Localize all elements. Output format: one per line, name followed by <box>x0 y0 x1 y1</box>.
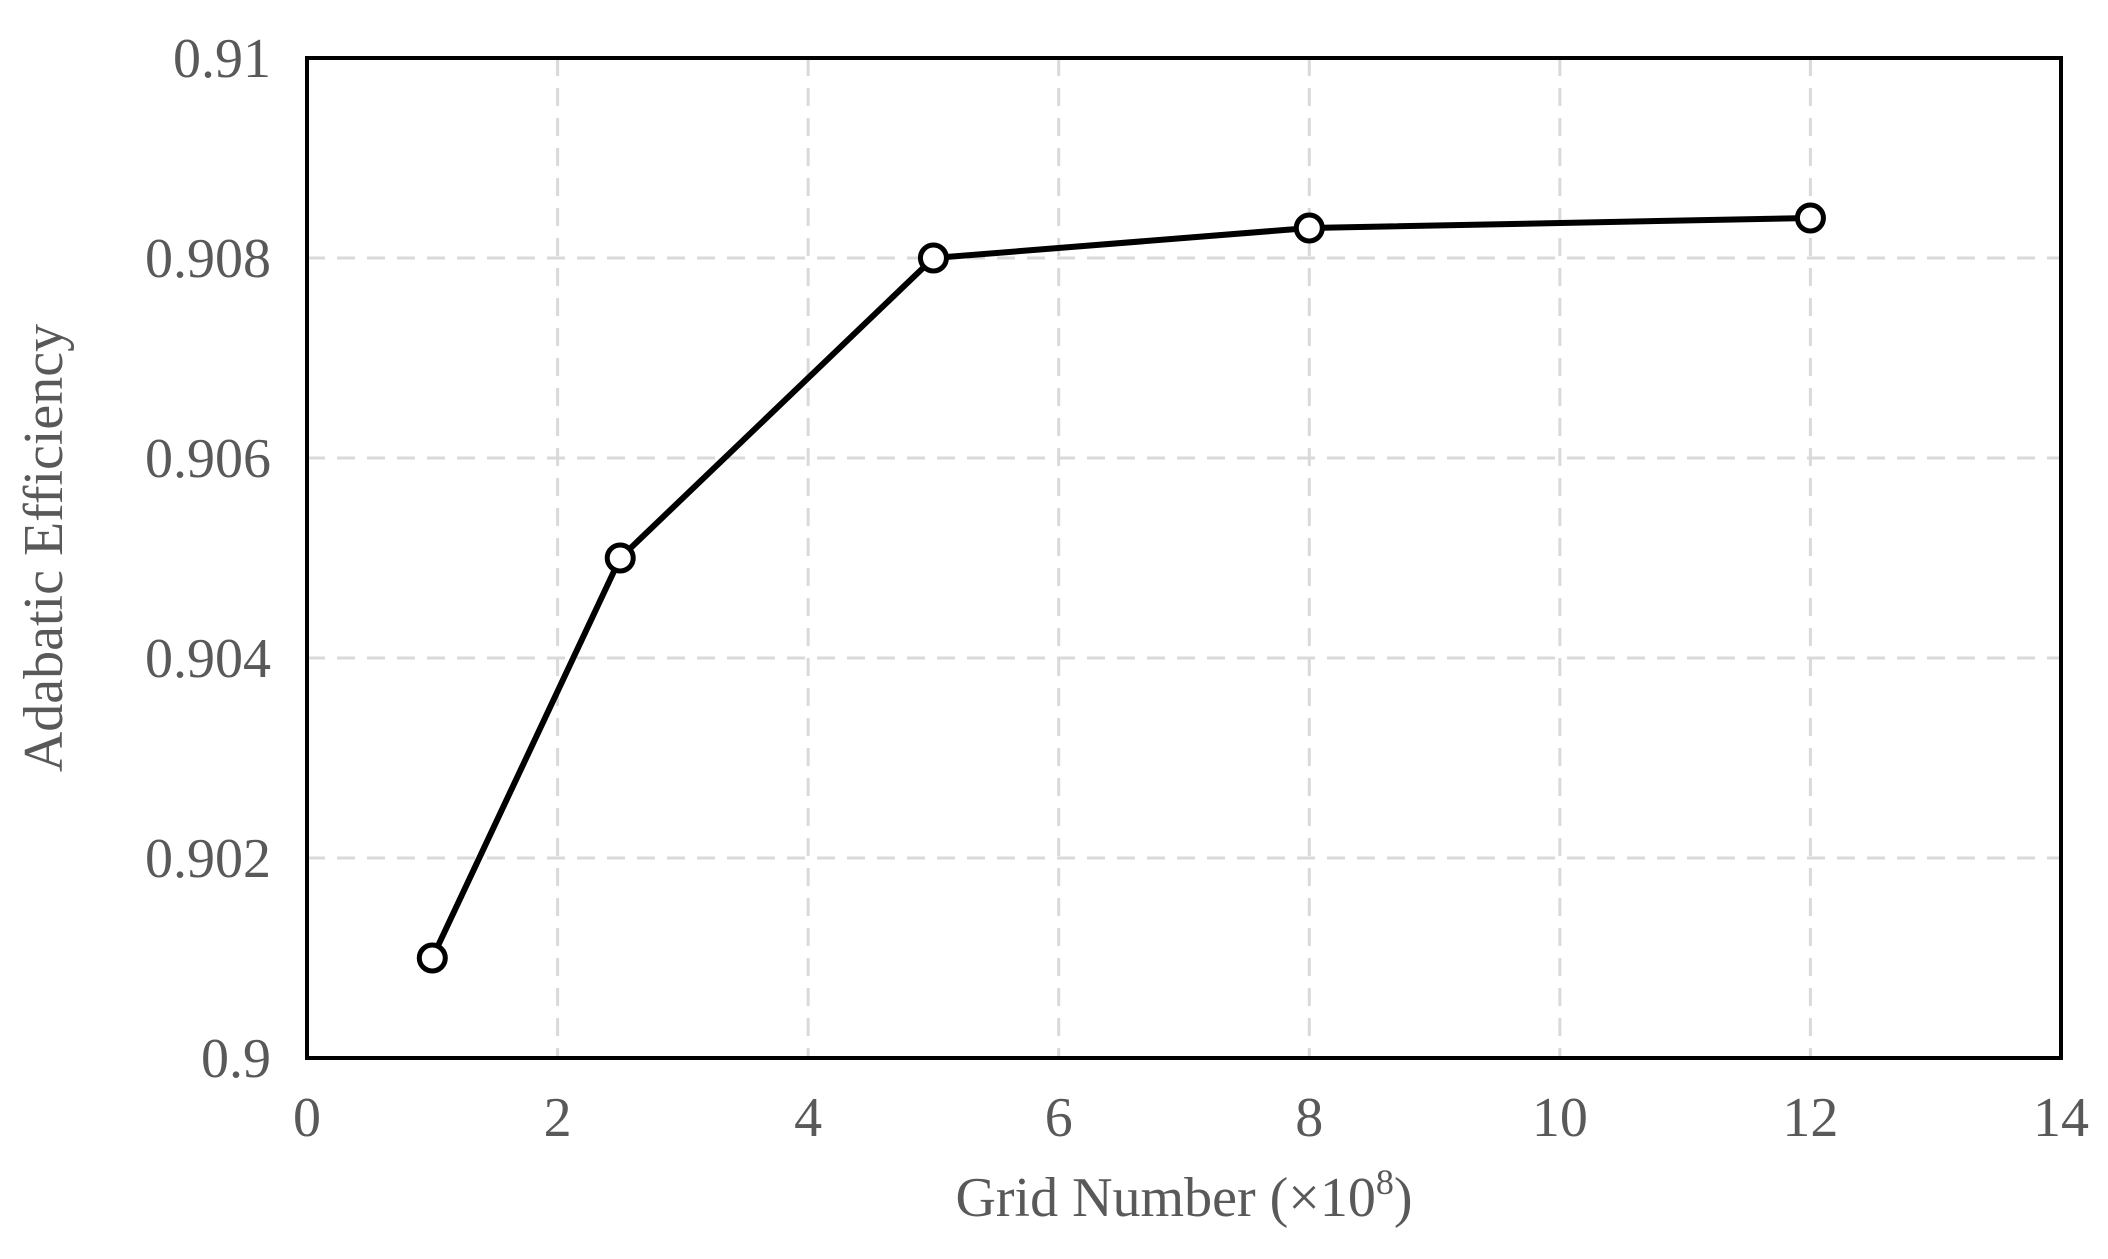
y-tick-labels: 0.9 0.902 0.904 0.906 0.908 0.91 <box>145 28 271 1090</box>
data-series <box>416 202 1826 974</box>
x-tick-label: 2 <box>544 1087 572 1149</box>
y-tick-label: 0.908 <box>145 228 271 290</box>
x-tick-label: 10 <box>1532 1087 1588 1149</box>
x-axis-title-text: Grid Number (×10 <box>955 1167 1375 1229</box>
x-tick-label: 8 <box>1295 1087 1323 1149</box>
y-tick-label: 0.902 <box>145 828 271 890</box>
x-tick-label: 14 <box>2033 1087 2089 1149</box>
x-tick-labels: 0 2 4 6 8 10 12 14 <box>293 1087 2089 1149</box>
plot-area-border <box>305 56 2063 1060</box>
data-point <box>604 542 636 574</box>
y-axis-title: Adabatic Efficiency <box>13 324 75 772</box>
data-point <box>917 242 949 274</box>
data-point <box>1794 202 1826 234</box>
y-tick-label: 0.906 <box>145 428 271 490</box>
y-tick-label: 0.9 <box>201 1028 271 1090</box>
grid-lines <box>307 58 2061 1058</box>
y-tick-label: 0.91 <box>173 28 271 90</box>
y-tick-label: 0.904 <box>145 628 271 690</box>
x-tick-label: 6 <box>1045 1087 1073 1149</box>
x-tick-label: 12 <box>1782 1087 1838 1149</box>
x-tick-label: 0 <box>293 1087 321 1149</box>
y-axis-title-text: Adabatic Efficiency <box>13 324 75 772</box>
x-axis-title: Grid Number (×108) <box>955 1162 1412 1229</box>
x-axis-title-superscript: 8 <box>1376 1162 1394 1202</box>
x-axis-title-close: ) <box>1394 1167 1413 1229</box>
x-tick-label: 4 <box>794 1087 822 1149</box>
data-point <box>416 942 448 974</box>
data-point <box>1293 212 1325 244</box>
series-line-0 <box>429 215 1811 960</box>
